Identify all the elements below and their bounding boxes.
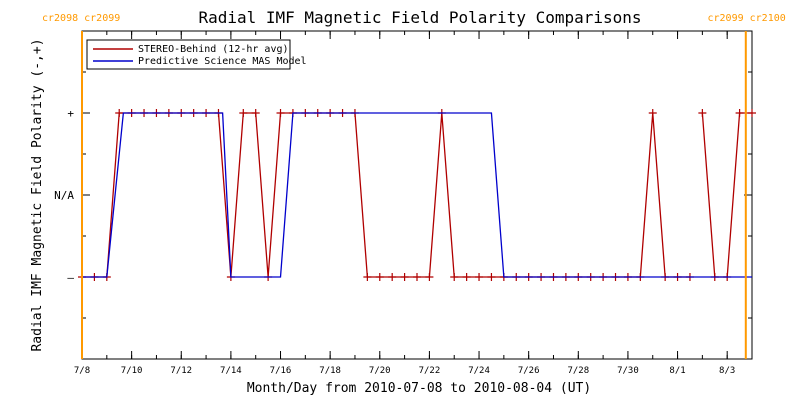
x-tick-label: 7/24 xyxy=(468,366,490,376)
data-point xyxy=(462,273,471,281)
x-tick-label: 7/12 xyxy=(170,366,192,376)
y-tick-label: N/A xyxy=(54,189,74,202)
legend-label-stereo: STEREO-Behind (12-hr avg) xyxy=(138,44,289,55)
data-point xyxy=(425,273,434,281)
x-tick-label: 7/16 xyxy=(270,366,292,376)
data-point xyxy=(363,273,372,281)
x-tick-label: 7/8 xyxy=(74,366,90,376)
x-tick-label: 7/10 xyxy=(121,366,143,376)
data-point xyxy=(487,273,496,281)
y-tick-label: + xyxy=(67,107,74,120)
x-tick-label: 7/30 xyxy=(617,366,639,376)
data-point xyxy=(375,273,384,281)
series-line-1 xyxy=(82,112,752,278)
chart-title: Radial IMF Magnetic Field Polarity Compa… xyxy=(198,8,641,27)
legend-label-mas: Predictive Science MAS Model xyxy=(138,56,307,67)
data-point xyxy=(748,109,756,117)
rotation-marker-label: cr2099 cr2100 xyxy=(708,13,786,24)
data-point xyxy=(450,273,459,281)
data-point xyxy=(648,109,657,117)
data-point xyxy=(413,273,421,281)
rotation-marker-label: cr2098 cr2099 xyxy=(42,13,120,24)
data-point xyxy=(239,109,248,117)
y-axis-label: Radial IMF Magnetic Field Polarity (-,+) xyxy=(30,38,45,351)
data-point xyxy=(388,273,397,281)
data-point xyxy=(400,273,409,281)
data-point xyxy=(115,109,124,117)
x-tick-label: 7/28 xyxy=(567,366,589,376)
x-tick-label: 7/26 xyxy=(518,366,540,376)
legend: STEREO-Behind (12-hr avg) Predictive Sci… xyxy=(86,39,307,70)
data-point xyxy=(251,109,260,117)
legend-box xyxy=(86,39,291,70)
x-axis-label: Month/Day from 2010-07-08 to 2010-08-04 … xyxy=(247,381,591,396)
axes: + N/A – 7/8 7/10 7/12 7/14 7/16 7/18 7/20 7/22 7/24… xyxy=(54,30,753,376)
rotation-markers: cr2098 cr2099 cr2099 cr2100 xyxy=(42,13,786,359)
x-tick-label: 8/1 xyxy=(669,366,685,376)
data-point xyxy=(276,109,285,117)
x-tick-label: 7/20 xyxy=(369,366,391,376)
series-layer xyxy=(78,109,756,281)
data-point xyxy=(698,109,707,117)
x-tick-label: 7/18 xyxy=(319,366,341,376)
data-point xyxy=(735,109,744,117)
data-point xyxy=(475,273,484,281)
plot-frame xyxy=(81,30,753,360)
y-tick-label: – xyxy=(67,271,74,284)
series-line-0 xyxy=(82,112,690,278)
x-tick-label: 7/22 xyxy=(419,366,441,376)
x-tick-label: 8/3 xyxy=(719,366,735,376)
x-tick-label: 7/14 xyxy=(220,366,242,376)
